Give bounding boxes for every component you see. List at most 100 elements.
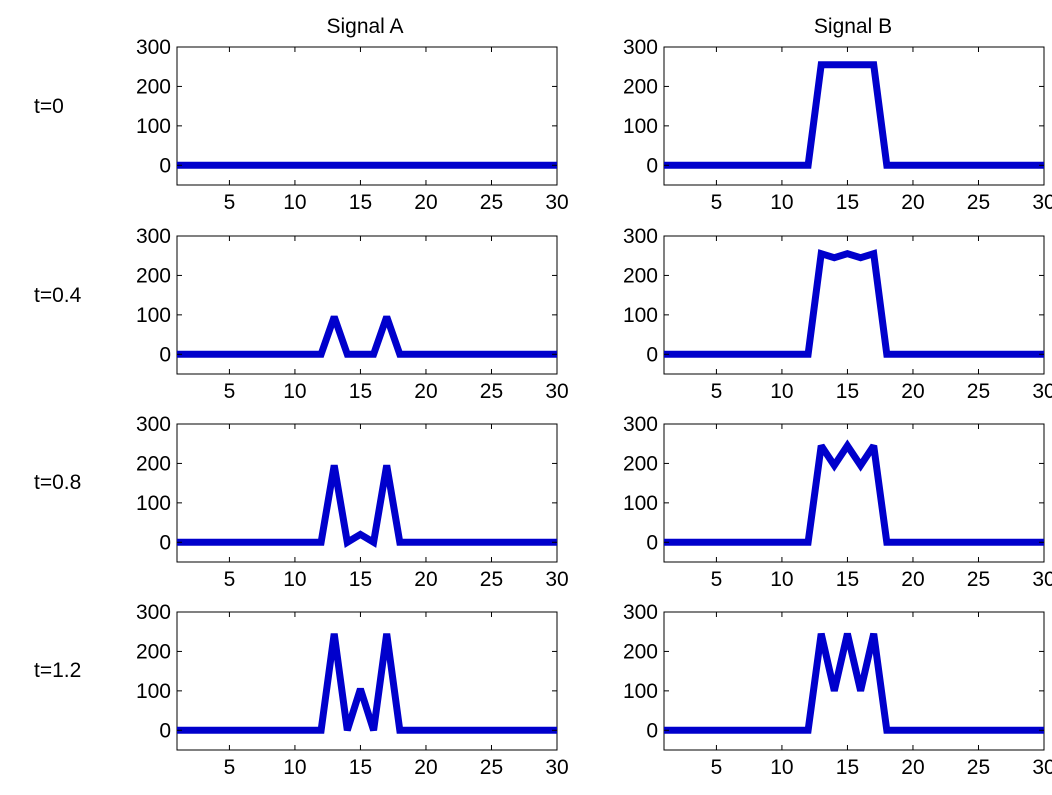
column-title-signal-a: Signal A [326, 15, 403, 38]
x-tick-label: 25 [967, 380, 990, 403]
x-tick-label: 5 [711, 756, 723, 779]
x-tick-label: 15 [836, 191, 859, 214]
x-tick-label: 5 [224, 191, 236, 214]
y-tick-label: 100 [136, 680, 171, 703]
series-line [664, 439, 1044, 546]
x-tick-label: 15 [349, 191, 372, 214]
series-line [664, 61, 1044, 169]
series-line [664, 632, 1044, 734]
y-tick-label: 0 [646, 343, 658, 366]
x-tick-label: 10 [283, 191, 306, 214]
x-tick-label: 20 [414, 568, 437, 591]
y-tick-label: 300 [136, 601, 171, 624]
y-tick-label: 100 [136, 115, 171, 138]
y-tick-label: 200 [136, 75, 171, 98]
series-line [177, 315, 557, 358]
y-tick-label: 200 [136, 264, 171, 287]
row-label-t0: t=0 [34, 95, 64, 118]
column-title-signal-b: Signal B [814, 15, 892, 38]
y-tick-label: 0 [159, 154, 171, 177]
x-tick-label: 20 [901, 568, 924, 591]
y-tick-label: 200 [623, 640, 658, 663]
x-tick-label: 5 [224, 568, 236, 591]
y-tick-label: 300 [623, 36, 658, 59]
y-tick-label: 0 [646, 154, 658, 177]
row-label-t04: t=0.4 [34, 284, 82, 307]
x-tick-label: 5 [224, 756, 236, 779]
x-tick-label: 10 [770, 568, 793, 591]
x-tick-label: 25 [967, 568, 990, 591]
y-tick-label: 100 [623, 680, 658, 703]
x-tick-label: 25 [480, 380, 503, 403]
x-tick-label: 10 [283, 568, 306, 591]
x-tick-label: 25 [967, 756, 990, 779]
y-tick-label: 300 [136, 225, 171, 248]
y-tick-label: 300 [136, 413, 171, 436]
x-tick-label: 5 [224, 380, 236, 403]
x-tick-label: 30 [545, 380, 568, 403]
y-tick-label: 300 [136, 36, 171, 59]
y-tick-label: 200 [623, 264, 658, 287]
x-tick-label: 15 [349, 568, 372, 591]
y-tick-label: 100 [136, 492, 171, 515]
x-tick-label: 15 [349, 380, 372, 403]
x-tick-label: 10 [770, 380, 793, 403]
y-tick-label: 0 [159, 719, 171, 742]
x-tick-label: 30 [1032, 380, 1052, 403]
y-tick-label: 200 [136, 452, 171, 475]
x-tick-label: 25 [967, 191, 990, 214]
x-tick-label: 20 [414, 191, 437, 214]
y-tick-label: 300 [623, 601, 658, 624]
x-tick-label: 5 [711, 191, 723, 214]
y-tick-label: 300 [623, 225, 658, 248]
y-tick-label: 100 [623, 304, 658, 327]
row-label-t12: t=1.2 [34, 659, 81, 682]
x-tick-label: 15 [836, 380, 859, 403]
y-tick-label: 0 [646, 531, 658, 554]
x-tick-label: 30 [545, 191, 568, 214]
x-tick-label: 25 [480, 756, 503, 779]
x-tick-label: 10 [283, 380, 306, 403]
x-tick-label: 10 [283, 756, 306, 779]
x-tick-label: 30 [545, 568, 568, 591]
x-tick-label: 20 [901, 756, 924, 779]
x-tick-label: 15 [836, 756, 859, 779]
y-tick-label: 200 [136, 640, 171, 663]
y-tick-label: 300 [623, 413, 658, 436]
y-tick-label: 0 [159, 343, 171, 366]
series-line [664, 249, 1044, 358]
x-tick-label: 15 [836, 568, 859, 591]
y-tick-label: 200 [623, 75, 658, 98]
x-tick-label: 20 [414, 380, 437, 403]
y-tick-label: 100 [136, 304, 171, 327]
x-tick-label: 15 [349, 756, 372, 779]
y-tick-label: 0 [646, 719, 658, 742]
x-tick-label: 30 [545, 756, 568, 779]
x-tick-label: 10 [770, 756, 793, 779]
x-tick-label: 20 [414, 756, 437, 779]
y-tick-label: 100 [623, 492, 658, 515]
series-line [177, 464, 557, 548]
y-tick-label: 0 [159, 531, 171, 554]
x-tick-label: 25 [480, 568, 503, 591]
x-tick-label: 5 [711, 380, 723, 403]
x-tick-label: 30 [1032, 568, 1052, 591]
y-tick-label: 100 [623, 115, 658, 138]
y-tick-label: 200 [623, 452, 658, 475]
x-tick-label: 30 [1032, 756, 1052, 779]
row-label-t08: t=0.8 [34, 471, 81, 494]
series-line [177, 633, 557, 734]
x-tick-label: 25 [480, 191, 503, 214]
x-tick-label: 5 [711, 568, 723, 591]
x-tick-label: 20 [901, 191, 924, 214]
